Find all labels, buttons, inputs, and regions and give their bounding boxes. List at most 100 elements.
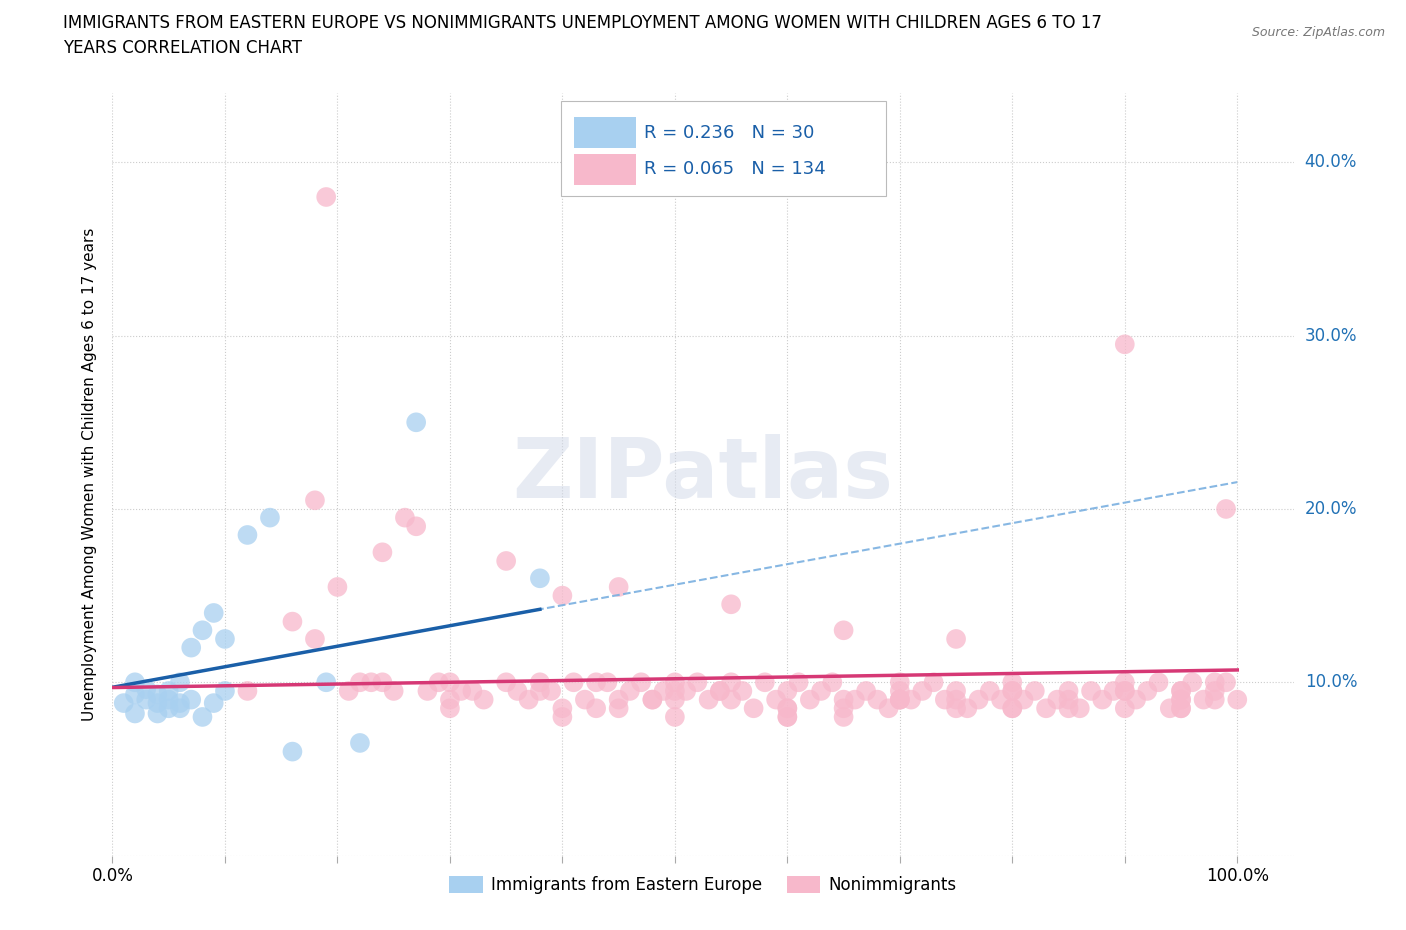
- Point: [112, 696, 135, 711]
- Point: [664, 710, 686, 724]
- Point: [889, 684, 911, 698]
- Point: [675, 684, 697, 698]
- Point: [1057, 684, 1080, 698]
- Point: [1159, 701, 1181, 716]
- Text: IMMIGRANTS FROM EASTERN EUROPE VS NONIMMIGRANTS UNEMPLOYMENT AMONG WOMEN WITH CH: IMMIGRANTS FROM EASTERN EUROPE VS NONIMM…: [63, 14, 1102, 32]
- Point: [945, 631, 967, 646]
- Point: [281, 614, 304, 629]
- Point: [697, 692, 720, 707]
- Point: [607, 692, 630, 707]
- Y-axis label: Unemployment Among Women with Children Ages 6 to 17 years: Unemployment Among Women with Children A…: [82, 228, 97, 721]
- Point: [652, 684, 675, 698]
- Point: [495, 553, 517, 568]
- Point: [506, 684, 529, 698]
- Point: [911, 684, 934, 698]
- Point: [529, 675, 551, 690]
- Point: [1001, 684, 1024, 698]
- Point: [1181, 675, 1204, 690]
- Point: [1147, 675, 1170, 690]
- Point: [641, 692, 664, 707]
- Point: [124, 687, 146, 702]
- Point: [1035, 701, 1057, 716]
- Text: 30.0%: 30.0%: [1305, 326, 1357, 345]
- Point: [1215, 501, 1237, 516]
- Point: [551, 710, 574, 724]
- Point: [1136, 684, 1159, 698]
- Point: [630, 675, 652, 690]
- Point: [551, 701, 574, 716]
- Point: [517, 692, 540, 707]
- Point: [439, 701, 461, 716]
- Point: [1170, 701, 1192, 716]
- Point: [349, 736, 371, 751]
- Point: [889, 692, 911, 707]
- Point: [709, 684, 731, 698]
- Point: [799, 692, 821, 707]
- Text: 10.0%: 10.0%: [1305, 673, 1357, 691]
- Point: [776, 684, 799, 698]
- Point: [1057, 692, 1080, 707]
- Point: [596, 675, 619, 690]
- Point: [607, 701, 630, 716]
- Point: [855, 684, 877, 698]
- Point: [495, 675, 517, 690]
- Point: [427, 675, 450, 690]
- Point: [439, 675, 461, 690]
- Point: [945, 692, 967, 707]
- FancyBboxPatch shape: [574, 154, 636, 184]
- Point: [1204, 692, 1226, 707]
- Point: [900, 692, 922, 707]
- Point: [709, 684, 731, 698]
- Point: [889, 675, 911, 690]
- Point: [202, 696, 225, 711]
- Point: [1226, 692, 1249, 707]
- Point: [135, 682, 157, 697]
- Point: [472, 692, 495, 707]
- Point: [619, 684, 641, 698]
- Point: [202, 605, 225, 620]
- Point: [720, 675, 742, 690]
- Point: [146, 706, 169, 721]
- Point: [157, 684, 180, 698]
- Point: [281, 744, 304, 759]
- Point: [360, 675, 382, 690]
- Point: [146, 696, 169, 711]
- Point: [326, 579, 349, 594]
- Point: [416, 684, 439, 698]
- Point: [1170, 701, 1192, 716]
- Point: [889, 692, 911, 707]
- Point: [236, 684, 259, 698]
- Point: [866, 692, 889, 707]
- Point: [124, 706, 146, 721]
- Point: [1102, 684, 1125, 698]
- Point: [1170, 692, 1192, 707]
- Point: [1170, 684, 1192, 698]
- Point: [956, 701, 979, 716]
- Point: [754, 675, 776, 690]
- Point: [821, 675, 844, 690]
- Point: [664, 692, 686, 707]
- Point: [776, 710, 799, 724]
- Point: [765, 692, 787, 707]
- Point: [832, 710, 855, 724]
- Point: [349, 675, 371, 690]
- Point: [776, 701, 799, 716]
- Point: [832, 701, 855, 716]
- Point: [832, 623, 855, 638]
- Point: [731, 684, 754, 698]
- Point: [124, 675, 146, 690]
- Point: [1057, 701, 1080, 716]
- Point: [304, 631, 326, 646]
- Point: [945, 684, 967, 698]
- Point: [1012, 692, 1035, 707]
- Point: [259, 511, 281, 525]
- Point: [1024, 684, 1046, 698]
- Point: [1046, 692, 1069, 707]
- Point: [540, 684, 562, 698]
- Point: [551, 588, 574, 603]
- Point: [1114, 701, 1136, 716]
- Point: [214, 631, 236, 646]
- Point: [1001, 684, 1024, 698]
- Point: [337, 684, 360, 698]
- Point: [450, 684, 472, 698]
